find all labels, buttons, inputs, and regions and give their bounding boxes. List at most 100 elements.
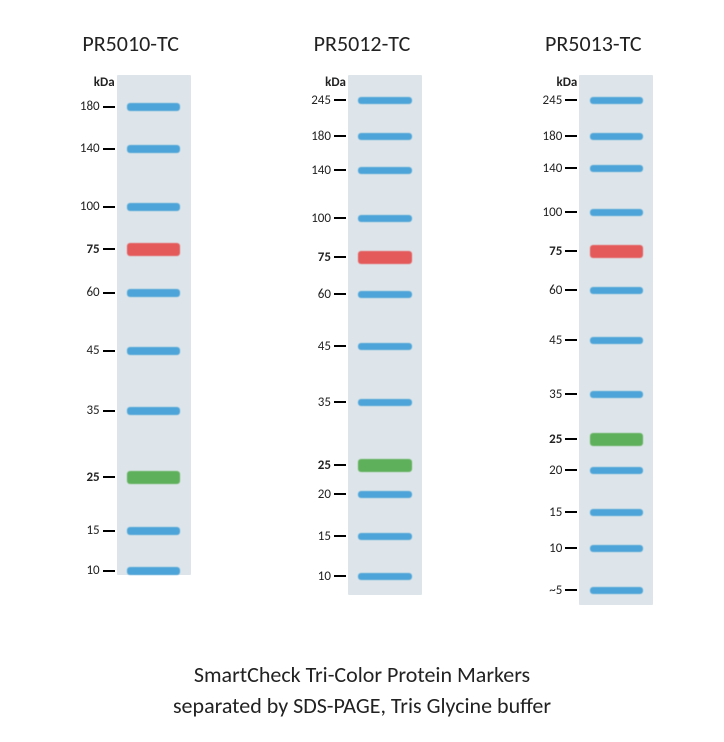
band-label-text: 60 (549, 283, 562, 298)
protein-band (358, 533, 411, 540)
tick-mark-icon (103, 292, 115, 294)
tick-mark-icon (565, 393, 577, 395)
tick-mark-icon (334, 135, 346, 137)
protein-band (127, 471, 180, 484)
band-label: 25 (86, 470, 114, 485)
protein-band (590, 587, 643, 594)
band-label: 245 (543, 93, 578, 108)
tick-mark-icon (334, 169, 346, 171)
band-label-text: 140 (311, 163, 331, 178)
protein-band (590, 433, 643, 446)
band-label-text: 10 (549, 541, 562, 556)
band-label: 45 (318, 339, 346, 354)
band-label: 60 (318, 287, 346, 302)
tick-mark-icon (334, 464, 346, 466)
protein-band (358, 491, 411, 498)
band-label: 100 (311, 211, 346, 226)
band-label-text: 75 (549, 244, 562, 259)
band-label-text: 45 (318, 339, 331, 354)
band-label-text: 25 (86, 470, 99, 485)
tick-mark-icon (103, 410, 115, 412)
band-label-text: 180 (80, 99, 100, 114)
band-label: 140 (311, 163, 346, 178)
band-label-text: 45 (549, 333, 562, 348)
tick-mark-icon (565, 339, 577, 341)
tick-mark-icon (334, 535, 346, 537)
band-label: 100 (543, 205, 578, 220)
band-label-text: 25 (318, 458, 331, 473)
protein-band (590, 337, 643, 344)
lane-title: PR5010-TC (82, 30, 179, 57)
tick-mark-icon (565, 438, 577, 440)
tick-mark-icon (103, 476, 115, 478)
tick-mark-icon (565, 99, 577, 101)
figure-caption: SmartCheck Tri-Color Protein Markers sep… (20, 660, 704, 722)
tick-mark-icon (334, 99, 346, 101)
tick-mark-icon (565, 135, 577, 137)
band-label: 45 (86, 343, 114, 358)
lane-column: PR5010-TCkDa18014010075604535251510 (71, 30, 191, 640)
protein-band (590, 391, 643, 398)
band-label: 60 (549, 283, 577, 298)
band-label-text: 35 (86, 403, 99, 418)
gel-lane (348, 75, 422, 595)
caption-line-2: separated by SDS-PAGE, Tris Glycine buff… (173, 692, 551, 719)
band-label: 15 (318, 529, 346, 544)
protein-band (590, 165, 643, 172)
protein-band (127, 527, 180, 535)
band-label-text: 245 (543, 93, 563, 108)
protein-band (127, 567, 180, 575)
lane-wrap: kDa2451801401007560453525201510~5 (533, 75, 653, 605)
protein-band (358, 291, 411, 298)
band-label-text: 10 (86, 563, 99, 578)
tick-mark-icon (565, 211, 577, 213)
protein-band (358, 573, 411, 580)
band-label-text: 100 (311, 211, 331, 226)
protein-band (590, 509, 643, 516)
band-label-text: 60 (318, 287, 331, 302)
protein-band (590, 245, 643, 258)
protein-band (358, 251, 411, 264)
tick-mark-icon (103, 248, 115, 250)
band-label: 180 (311, 129, 346, 144)
tick-mark-icon (334, 575, 346, 577)
band-label: 10 (86, 563, 114, 578)
band-label: ~5 (549, 583, 577, 598)
protein-band (127, 103, 180, 111)
lane-column: PR5012-TCkDa2451801401007560453525201510 (302, 30, 422, 640)
figure-container: PR5010-TCkDa18014010075604535251510PR501… (0, 0, 724, 742)
tick-mark-icon (334, 217, 346, 219)
band-label: 245 (311, 93, 346, 108)
protein-band (358, 167, 411, 174)
gel-lane (117, 75, 191, 575)
tick-mark-icon (565, 547, 577, 549)
tick-mark-icon (334, 293, 346, 295)
protein-band (590, 467, 643, 474)
band-label: 140 (543, 161, 578, 176)
band-label-text: 35 (318, 395, 331, 410)
protein-band (358, 133, 411, 140)
tick-mark-icon (103, 530, 115, 532)
band-label: 15 (86, 523, 114, 538)
band-label-text: 15 (549, 505, 562, 520)
tick-mark-icon (103, 106, 115, 108)
tick-mark-icon (565, 511, 577, 513)
gel-lane (579, 75, 653, 605)
band-label: 100 (80, 199, 115, 214)
tick-mark-icon (103, 148, 115, 150)
band-label-text: ~5 (549, 583, 562, 598)
band-label: 20 (549, 463, 577, 478)
lanes-row: PR5010-TCkDa18014010075604535251510PR501… (20, 30, 704, 640)
band-label: 10 (549, 541, 577, 556)
band-label: 75 (318, 250, 346, 265)
band-label: 10 (318, 569, 346, 584)
protein-band (358, 459, 411, 472)
band-label: 75 (549, 244, 577, 259)
protein-band (358, 343, 411, 350)
band-label-text: 25 (549, 432, 562, 447)
protein-band (358, 399, 411, 406)
tick-mark-icon (334, 345, 346, 347)
band-label-text: 35 (549, 387, 562, 402)
tick-mark-icon (565, 167, 577, 169)
labels-column: kDa2451801401007560453525201510~5 (533, 75, 577, 605)
